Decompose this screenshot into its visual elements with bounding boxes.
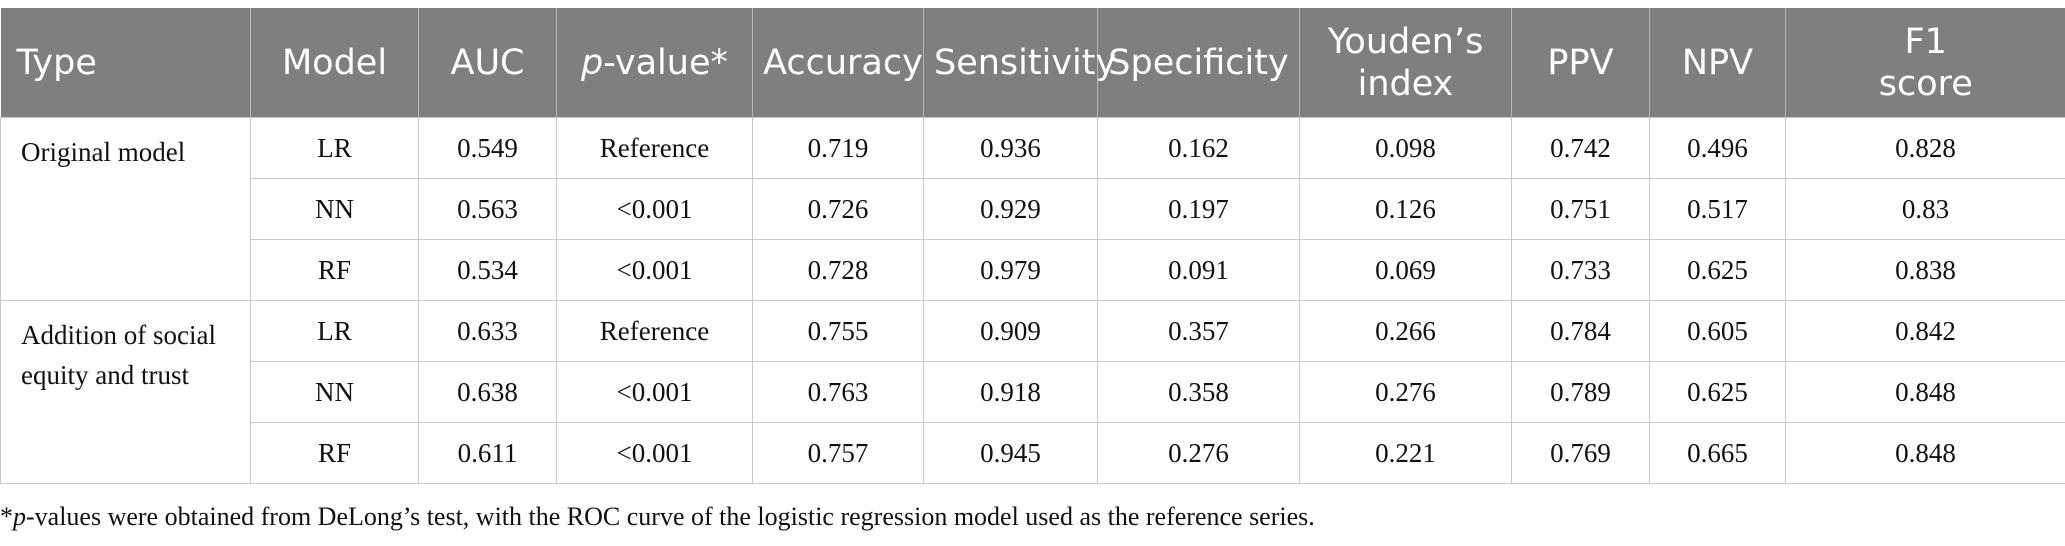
table-footnote: *p-values were obtained from DeLong’s te… bbox=[0, 502, 1315, 532]
cell-npv: 0.517 bbox=[1649, 178, 1786, 240]
header-ppv: PPV bbox=[1511, 8, 1650, 118]
cell-model: LR bbox=[250, 117, 419, 179]
cell-model: NN bbox=[250, 361, 419, 423]
cell-f1: 0.838 bbox=[1785, 239, 2065, 301]
table-row: NN 0.638 <0.001 0.763 0.918 0.358 0.276 … bbox=[1, 361, 2065, 423]
type-line1: Addition of social bbox=[21, 320, 216, 350]
cell-ppv: 0.751 bbox=[1511, 178, 1650, 240]
header-youden-line2: index bbox=[1357, 63, 1454, 104]
header-youden: Youden’s index bbox=[1299, 8, 1512, 118]
cell-auc: 0.611 bbox=[418, 422, 557, 484]
cell-accuracy: 0.728 bbox=[752, 239, 924, 301]
header-sensitivity: Sensitivity bbox=[923, 8, 1116, 118]
cell-f1: 0.848 bbox=[1785, 422, 2065, 484]
cell-f1: 0.83 bbox=[1785, 178, 2065, 240]
cell-specificity: 0.162 bbox=[1097, 117, 1300, 179]
cell-specificity: 0.358 bbox=[1097, 361, 1300, 423]
footnote-p: p bbox=[13, 502, 26, 531]
cell-npv: 0.496 bbox=[1649, 117, 1786, 179]
cell-sensitivity: 0.936 bbox=[923, 117, 1098, 179]
cell-accuracy: 0.726 bbox=[752, 178, 924, 240]
type-cell-addition: Addition of social equity and trust bbox=[0, 300, 251, 484]
header-f1-line2: score bbox=[1878, 63, 1973, 104]
table-row: Addition of social equity and trust LR 0.… bbox=[0, 300, 2065, 484]
header-pvalue-rest: -value* bbox=[603, 42, 728, 83]
cell-youden: 0.266 bbox=[1299, 300, 1512, 362]
header-specificity: Specificity bbox=[1097, 8, 1300, 118]
cell-youden: 0.098 bbox=[1299, 117, 1512, 179]
table-row: RF 0.534 <0.001 0.728 0.979 0.091 0.069 … bbox=[1, 239, 2065, 301]
cell-youden: 0.221 bbox=[1299, 422, 1512, 484]
cell-accuracy: 0.755 bbox=[752, 300, 924, 362]
cell-sensitivity: 0.929 bbox=[923, 178, 1098, 240]
type-cell-original: Original model bbox=[0, 117, 251, 301]
header-npv: NPV bbox=[1649, 8, 1786, 118]
cell-ppv: 0.733 bbox=[1511, 239, 1650, 301]
cell-pvalue: <0.001 bbox=[556, 239, 753, 301]
header-type: Type bbox=[0, 8, 251, 118]
header-f1-line1: F1 bbox=[1904, 21, 1947, 62]
cell-model: NN bbox=[250, 178, 419, 240]
header-f1: F1 score bbox=[1785, 8, 2065, 118]
cell-model: RF bbox=[250, 239, 419, 301]
cell-auc: 0.633 bbox=[418, 300, 557, 362]
cell-pvalue: <0.001 bbox=[556, 422, 753, 484]
results-table: Type Model AUC p-value* Accuracy Sensiti… bbox=[0, 8, 2065, 484]
header-pvalue: p-value* bbox=[556, 8, 753, 118]
cell-youden: 0.276 bbox=[1299, 361, 1512, 423]
cell-auc: 0.638 bbox=[418, 361, 557, 423]
table-row: Original model LR 0.549 Reference 0.719 … bbox=[0, 117, 2065, 301]
cell-accuracy: 0.757 bbox=[752, 422, 924, 484]
cell-specificity: 0.197 bbox=[1097, 178, 1300, 240]
cell-ppv: 0.742 bbox=[1511, 117, 1650, 179]
cell-pvalue: Reference bbox=[556, 117, 753, 179]
cell-accuracy: 0.763 bbox=[752, 361, 924, 423]
cell-ppv: 0.784 bbox=[1511, 300, 1650, 362]
header-row: Type Model AUC p-value* Accuracy Sensiti… bbox=[0, 8, 2065, 118]
cell-accuracy: 0.719 bbox=[752, 117, 924, 179]
cell-sensitivity: 0.979 bbox=[923, 239, 1098, 301]
cell-pvalue: <0.001 bbox=[556, 178, 753, 240]
cell-pvalue: <0.001 bbox=[556, 361, 753, 423]
table-row: RF 0.611 <0.001 0.757 0.945 0.276 0.221 … bbox=[1, 422, 2065, 484]
header-pvalue-p: p bbox=[580, 42, 604, 83]
cell-model: LR bbox=[250, 300, 419, 362]
cell-model: RF bbox=[250, 422, 419, 484]
cell-sensitivity: 0.918 bbox=[923, 361, 1098, 423]
header-accuracy: Accuracy bbox=[752, 8, 924, 118]
cell-youden: 0.069 bbox=[1299, 239, 1512, 301]
cell-ppv: 0.769 bbox=[1511, 422, 1650, 484]
header-model: Model bbox=[250, 8, 419, 118]
cell-f1: 0.828 bbox=[1785, 117, 2065, 179]
cell-f1: 0.842 bbox=[1785, 300, 2065, 362]
cell-npv: 0.605 bbox=[1649, 300, 1786, 362]
cell-specificity: 0.091 bbox=[1097, 239, 1300, 301]
type-line2: equity and trust bbox=[21, 360, 189, 390]
footnote-text: -values were obtained from DeLong’s test… bbox=[26, 502, 1315, 531]
cell-specificity: 0.276 bbox=[1097, 422, 1300, 484]
cell-youden: 0.126 bbox=[1299, 178, 1512, 240]
cell-auc: 0.563 bbox=[418, 178, 557, 240]
cell-npv: 0.625 bbox=[1649, 239, 1786, 301]
cell-npv: 0.625 bbox=[1649, 361, 1786, 423]
table-row: NN 0.563 <0.001 0.726 0.929 0.197 0.126 … bbox=[1, 178, 2065, 240]
cell-sensitivity: 0.945 bbox=[923, 422, 1098, 484]
cell-auc: 0.534 bbox=[418, 239, 557, 301]
cell-auc: 0.549 bbox=[418, 117, 557, 179]
cell-npv: 0.665 bbox=[1649, 422, 1786, 484]
cell-pvalue: Reference bbox=[556, 300, 753, 362]
cell-specificity: 0.357 bbox=[1097, 300, 1300, 362]
header-auc: AUC bbox=[418, 8, 557, 118]
cell-ppv: 0.789 bbox=[1511, 361, 1650, 423]
cell-f1: 0.848 bbox=[1785, 361, 2065, 423]
header-youden-line1: Youden’s bbox=[1327, 21, 1484, 62]
footnote-star: * bbox=[0, 502, 13, 531]
cell-sensitivity: 0.909 bbox=[923, 300, 1098, 362]
